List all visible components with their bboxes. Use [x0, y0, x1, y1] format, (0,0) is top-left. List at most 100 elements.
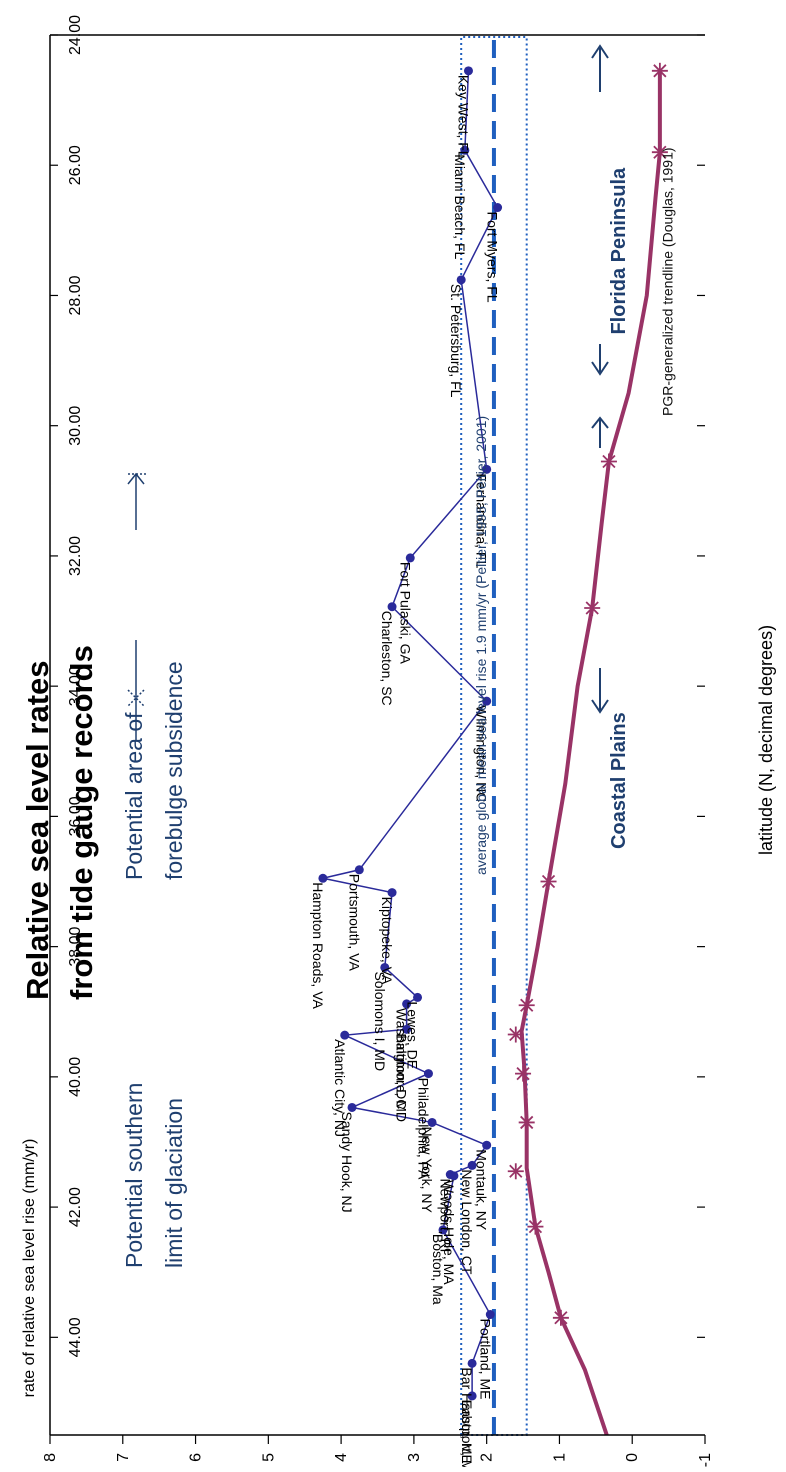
station-label: Key West, FL: [455, 75, 471, 159]
gauge-series-layer: [318, 66, 503, 1401]
pgr-marker: [515, 1065, 532, 1082]
pgr-marker: [552, 1309, 569, 1326]
station-label: Woods Hole, MA: [441, 1180, 457, 1285]
x-tick-label: 36.00: [67, 796, 84, 836]
station-label: Philadelphia, PA: [415, 1078, 431, 1180]
pgr-marker-stroke: [520, 1115, 534, 1130]
pgr-marker-stroke: [541, 874, 556, 889]
pgr-marker-stroke: [554, 1311, 568, 1325]
station-label: Solomons I, MD: [372, 971, 388, 1071]
station-label: Montauk, NY: [474, 1149, 490, 1231]
station-label: Lewes, DE: [405, 1001, 421, 1069]
gauge-point: [482, 1140, 492, 1150]
pgr-marker-stroke: [509, 1027, 523, 1042]
y-tick-layer: -1 0 1 2 3 4 5 6 7 8: [42, 1435, 714, 1467]
gauge-point: [467, 1358, 477, 1368]
forebulge-label-line-1: Potential area of: [121, 712, 147, 880]
pgr-marker-stroke: [528, 1219, 543, 1234]
glaciation-label-line-2: limit of glaciation: [161, 1098, 187, 1268]
y-tick-label: 3: [406, 1453, 423, 1462]
gauge-point: [387, 888, 397, 898]
station-label: Fort Pulaski, GA: [397, 562, 413, 665]
y-tick-label: 4: [333, 1453, 350, 1462]
gauge-point: [482, 696, 492, 706]
mean-sea-level-label: average global mean sea level rise 1.9 m…: [473, 416, 489, 875]
pgr-marker: [507, 1026, 524, 1043]
pgr-marker-stroke: [520, 998, 534, 1012]
x-tick-layer: 44.00 42.00 40.00 38.00 36.00 34.00 32.00 30.00…: [50, 15, 705, 1357]
pgr-marker: [527, 1218, 544, 1235]
gauge-point: [423, 1069, 433, 1079]
pgr-marker-stroke: [602, 454, 616, 469]
station-label: Newport, RI: [437, 1179, 453, 1253]
gauge-point: [413, 992, 423, 1002]
gauge-point: [467, 1391, 477, 1401]
glaciation-arrow: [127, 640, 145, 740]
pgr-marker-stroke: [516, 1066, 530, 1081]
x-tick-label: 44.00: [67, 1317, 84, 1357]
station-label: Charleston, SC: [379, 611, 395, 706]
gauge-point: [463, 66, 473, 76]
x-tick-label: 26.00: [67, 145, 84, 185]
pgr-marker: [584, 600, 601, 617]
station-label: New York, NY: [419, 1126, 435, 1213]
station-label: Baltimore, MD: [394, 1033, 410, 1122]
gauge-point: [445, 1170, 455, 1180]
chart-title-line-1: Relative sea level rates: [20, 660, 55, 1000]
x-tick-label: 34.00: [67, 666, 84, 706]
gauge-point: [387, 602, 397, 612]
gauge-point: [467, 1160, 477, 1170]
gauge-point: [460, 145, 470, 155]
forebulge-label-line-2: forebulge subsidence: [161, 661, 187, 880]
station-label: Bar Harbor, ME: [459, 1367, 475, 1463]
pgr-trendline-label: PGR-generalized trendline (Douglas, 1991…: [659, 147, 675, 415]
pgr-trendline-layer: [507, 62, 668, 1436]
gauge-point: [485, 1310, 495, 1320]
gauge-point: [340, 1030, 350, 1040]
gauge-point: [354, 865, 364, 875]
x-tick-label: 30.00: [67, 406, 84, 446]
y-tick-label: 8: [42, 1453, 59, 1462]
station-label: Wilmington, NC: [474, 705, 490, 802]
gauge-point: [402, 1024, 412, 1034]
gauge-point: [438, 1225, 448, 1235]
station-label: Fort Myers, FL: [485, 212, 501, 303]
station-label: New London, CT: [459, 1169, 475, 1275]
station-label: Hampton Roads, VA: [310, 882, 326, 1009]
gauge-point: [493, 203, 503, 213]
gauge-point: [347, 1102, 357, 1112]
annotation-layer: Relative sea level rates from tide gauge…: [20, 44, 776, 1397]
pgr-trendline: [519, 70, 662, 1436]
y-tick-label: 1: [551, 1453, 568, 1462]
gauge-point: [405, 553, 415, 563]
y-tick-label: 2: [479, 1453, 496, 1462]
station-label: Eastport, ME: [459, 1400, 475, 1467]
region-arrows: [591, 44, 609, 714]
pgr-marker: [600, 453, 617, 470]
florida-peninsula-label: Florida Peninsula: [608, 167, 630, 335]
station-label: Portland, ME: [477, 1319, 493, 1400]
pgr-marker-stroke: [509, 1164, 523, 1178]
station-label: Atlantic City, NJ: [332, 1039, 348, 1137]
x-tick-label: 32.00: [67, 536, 84, 576]
station-label: Fernandina, FL: [474, 473, 490, 568]
x-tick-label: 28.00: [67, 275, 84, 315]
y-tick-label: 6: [188, 1453, 205, 1462]
gauge-point: [402, 999, 412, 1009]
coastal-plains-label: Coastal Plains: [608, 712, 630, 849]
pgr-marker: [651, 62, 668, 79]
station-label: Kiptopeke, VA: [379, 897, 395, 985]
x-tick-label: 42.00: [67, 1187, 84, 1227]
y-tick-label: 7: [115, 1453, 132, 1462]
pgr-marker: [507, 1163, 524, 1180]
x-axis-label: latitude (N, decimal degrees): [756, 625, 776, 855]
y-tick-label: 5: [260, 1453, 277, 1462]
pgr-marker: [518, 1114, 535, 1131]
x-tick-label: 38.00: [67, 927, 84, 967]
x-tick-label: 40.00: [67, 1057, 84, 1097]
y-tick-label: 0: [624, 1453, 641, 1462]
